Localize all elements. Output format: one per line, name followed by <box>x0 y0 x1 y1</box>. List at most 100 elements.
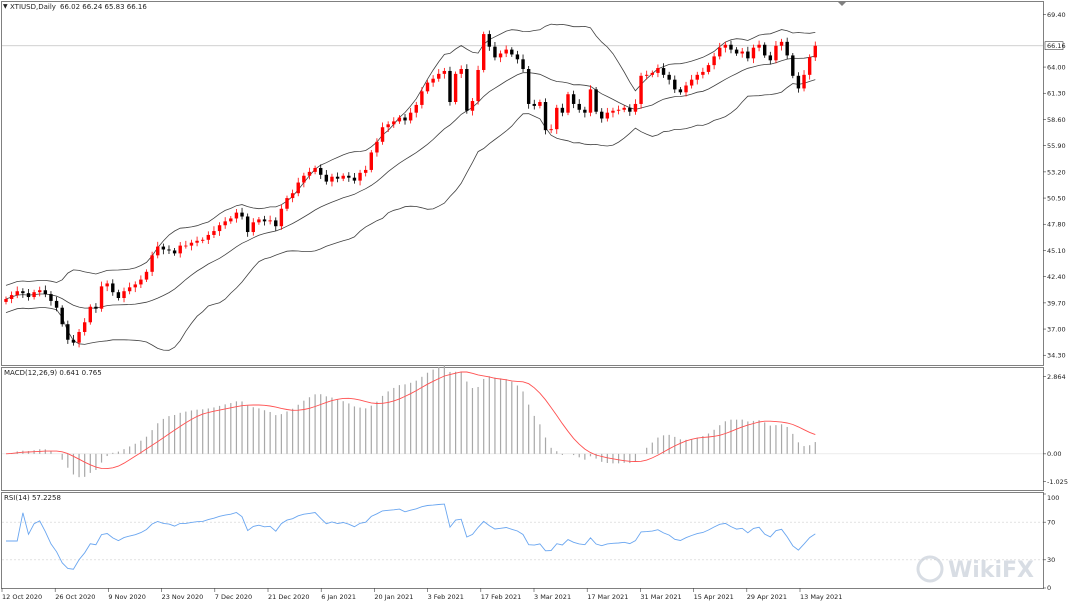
candle-body <box>352 177 357 181</box>
candle-body <box>251 222 255 233</box>
candle-body <box>689 79 694 86</box>
symbol-label: XTIUSD,Daily <box>10 3 56 11</box>
candle-body <box>71 339 76 343</box>
candle-body <box>605 112 610 119</box>
candle-body <box>453 73 458 103</box>
candle-body <box>611 110 615 113</box>
candle-body <box>420 91 424 105</box>
candle-body <box>757 44 761 48</box>
watermark-text: WikiFX <box>948 558 1034 583</box>
candle-body <box>206 234 211 240</box>
candle-body <box>751 47 756 59</box>
candle-body <box>583 109 587 113</box>
candle-body <box>785 41 789 56</box>
candle-body <box>470 101 475 111</box>
candle-body <box>774 45 778 61</box>
candle-body <box>678 89 683 93</box>
candle-body <box>397 117 402 122</box>
candle-body <box>178 245 182 254</box>
candle-body <box>229 218 233 222</box>
time-tick-label: 29 Apr 2021 <box>747 593 787 601</box>
candle-body <box>656 68 660 73</box>
candle-body <box>437 73 441 79</box>
candle-body <box>285 198 289 209</box>
candle-body <box>279 208 284 227</box>
time-tick-label: 9 Nov 2020 <box>108 593 145 601</box>
candle-body <box>779 41 784 46</box>
candle-body <box>526 69 531 104</box>
watermark-logo-icon <box>916 555 944 583</box>
candle-body <box>341 175 345 179</box>
candle-body <box>94 306 98 309</box>
time-tick-label: 20 Jan 2021 <box>374 593 413 601</box>
candle-body <box>577 103 581 110</box>
candle-body <box>49 294 53 301</box>
price-tick-label: 50.50 <box>1047 194 1066 202</box>
candle-body <box>99 286 104 309</box>
candle-body <box>363 169 368 173</box>
candle-body <box>296 182 300 194</box>
candle-body <box>156 246 160 256</box>
price-tick-label: 64.00 <box>1047 63 1066 71</box>
candle-body <box>189 242 194 246</box>
candle-body <box>392 121 396 125</box>
candle-body <box>212 231 216 235</box>
candle-body <box>802 74 806 89</box>
candle-body <box>695 74 699 80</box>
candle-body <box>667 74 671 80</box>
candle-body <box>234 212 239 219</box>
candle-body <box>813 45 817 58</box>
candle-body <box>358 172 362 181</box>
candle-body <box>431 78 435 83</box>
rsi-tick-label: 30 <box>1047 556 1055 564</box>
candle-body <box>201 239 205 241</box>
candle-body <box>734 49 739 54</box>
candle-body <box>88 306 92 323</box>
price-tick-label: 61.30 <box>1047 90 1066 98</box>
candle-body <box>555 107 559 130</box>
candle-body <box>718 47 722 57</box>
candle-body <box>476 69 480 102</box>
candle-body <box>616 109 621 111</box>
candle-body <box>644 74 649 76</box>
candle-body <box>386 124 390 128</box>
candle-body <box>4 298 8 302</box>
rsi-panel-frame <box>1 492 1044 589</box>
candle-body <box>403 117 407 121</box>
price-tick-label: 45.10 <box>1047 247 1066 255</box>
candle-body <box>105 283 109 287</box>
time-tick-label: 23 Nov 2020 <box>162 593 204 601</box>
candle-body <box>482 34 486 70</box>
candle-body <box>144 271 149 280</box>
chart-shift-marker-icon[interactable] <box>838 2 846 6</box>
candle-body <box>268 220 272 222</box>
candle-body <box>139 279 143 285</box>
candle-body <box>740 51 744 54</box>
candle-body <box>313 167 317 172</box>
candle-body <box>245 216 250 233</box>
bollinger-lower-band <box>5 79 816 351</box>
candle-body <box>43 290 48 295</box>
candle-body <box>448 70 452 103</box>
time-tick-label: 17 Feb 2021 <box>481 593 521 601</box>
candle-body <box>684 85 688 93</box>
macd-tick-label: -1.025 <box>1047 478 1068 486</box>
rsi-panel <box>2 503 1043 570</box>
candle-body <box>133 284 137 288</box>
candle-body <box>628 107 632 112</box>
collapse-arrow-icon[interactable]: ▼ <box>3 3 8 10</box>
price-tick-label: 53.20 <box>1047 168 1066 176</box>
candle-body <box>161 246 166 250</box>
candle-body <box>650 72 654 75</box>
candle-body <box>532 103 536 106</box>
candle-body <box>38 290 42 293</box>
candle-body <box>807 57 812 75</box>
macd-panel <box>2 365 1043 478</box>
price-tick-label: 55.90 <box>1047 142 1066 150</box>
candle-body <box>622 107 626 110</box>
macd-tick-label: 0.00 <box>1047 450 1061 458</box>
price-tick-label: 37.00 <box>1047 325 1066 333</box>
candle-body <box>712 56 716 66</box>
price-panel <box>2 23 1043 351</box>
